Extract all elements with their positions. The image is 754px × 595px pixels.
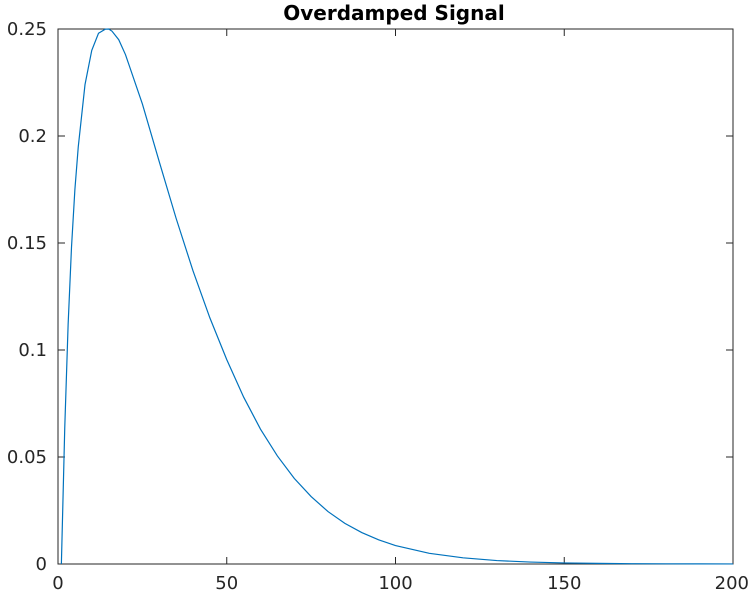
y-tick-label: 0.15 (7, 233, 47, 254)
series-line (60, 28, 734, 565)
x-tick-label: 50 (215, 573, 238, 594)
y-tick-label: 0.25 (7, 19, 47, 40)
x-axis: 0 50 100 150 200 (52, 29, 749, 594)
x-tick-label: 200 (715, 573, 749, 594)
x-tick-label: 100 (378, 573, 412, 594)
x-tick-label: 0 (52, 573, 63, 594)
y-tick-label: 0.1 (18, 340, 47, 361)
series-layer (60, 28, 734, 565)
x-tick-label: 150 (547, 573, 581, 594)
y-tick-label: 0.2 (18, 126, 47, 147)
y-tick-label: 0.05 (7, 447, 47, 468)
y-axis: 0 0.05 0.1 0.15 0.2 0.25 (7, 19, 733, 575)
axes-box (57, 28, 734, 565)
chart-title: Overdamped Signal (283, 1, 504, 25)
y-tick-label: 0 (36, 554, 47, 575)
